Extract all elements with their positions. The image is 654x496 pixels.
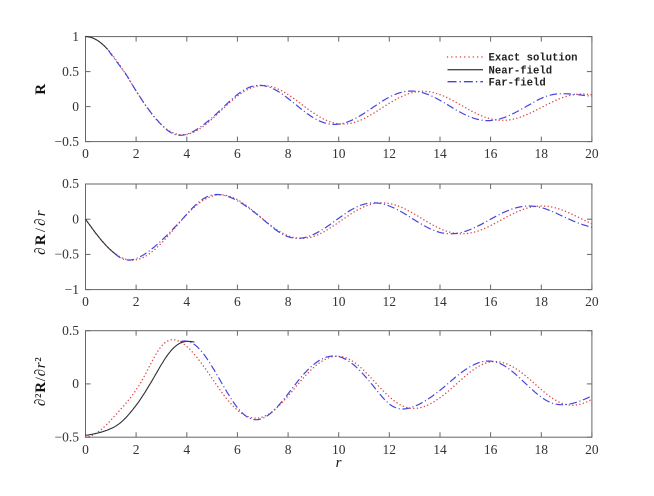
svg-text:8: 8 — [285, 294, 292, 309]
svg-text:16: 16 — [484, 442, 498, 457]
svg-text:−1: −1 — [65, 282, 79, 297]
svg-text:−0.5: −0.5 — [55, 429, 80, 444]
svg-text:0.5: 0.5 — [62, 176, 79, 191]
svg-text:0: 0 — [82, 146, 89, 161]
svg-text:−0.5: −0.5 — [55, 134, 80, 149]
svg-text:10: 10 — [332, 146, 346, 161]
svg-text:0: 0 — [72, 99, 79, 114]
svg-text:0: 0 — [82, 294, 89, 309]
svg-text:4: 4 — [183, 294, 190, 309]
svg-text:R: R — [33, 83, 49, 94]
svg-text:14: 14 — [433, 146, 447, 161]
svg-text:12: 12 — [383, 442, 397, 457]
svg-text:4: 4 — [183, 146, 190, 161]
svg-text:Exact solution: Exact solution — [489, 53, 578, 65]
svg-text:∂R/∂r: ∂R/∂r — [33, 208, 49, 255]
svg-text:10: 10 — [332, 442, 346, 457]
svg-text:18: 18 — [535, 442, 549, 457]
svg-text:20: 20 — [585, 442, 599, 457]
svg-text:2: 2 — [133, 146, 140, 161]
svg-text:Far-field: Far-field — [489, 77, 546, 89]
svg-text:0: 0 — [82, 442, 89, 457]
svg-text:1: 1 — [72, 29, 79, 44]
svg-text:0: 0 — [72, 376, 79, 391]
svg-text:20: 20 — [585, 146, 599, 161]
svg-text:18: 18 — [535, 146, 549, 161]
svg-text:10: 10 — [332, 294, 346, 309]
svg-text:Near-field: Near-field — [489, 65, 553, 77]
svg-text:14: 14 — [433, 294, 447, 309]
svg-text:12: 12 — [383, 146, 397, 161]
svg-text:18: 18 — [535, 294, 549, 309]
svg-text:6: 6 — [234, 294, 241, 309]
svg-text:2: 2 — [133, 442, 140, 457]
svg-text:14: 14 — [433, 442, 447, 457]
svg-text:20: 20 — [585, 294, 599, 309]
svg-text:8: 8 — [285, 146, 292, 161]
svg-text:16: 16 — [484, 294, 498, 309]
svg-text:−0.5: −0.5 — [55, 247, 80, 262]
svg-text:r: r — [336, 455, 342, 471]
svg-text:∂²R/∂r²: ∂²R/∂r² — [33, 356, 49, 406]
svg-text:16: 16 — [484, 146, 498, 161]
svg-text:6: 6 — [234, 442, 241, 457]
svg-text:8: 8 — [285, 442, 292, 457]
svg-text:0: 0 — [72, 211, 79, 226]
svg-text:4: 4 — [183, 442, 190, 457]
svg-text:6: 6 — [234, 146, 241, 161]
svg-text:2: 2 — [133, 294, 140, 309]
svg-text:0.5: 0.5 — [62, 323, 79, 338]
svg-text:0.5: 0.5 — [62, 64, 79, 79]
svg-text:12: 12 — [383, 294, 397, 309]
